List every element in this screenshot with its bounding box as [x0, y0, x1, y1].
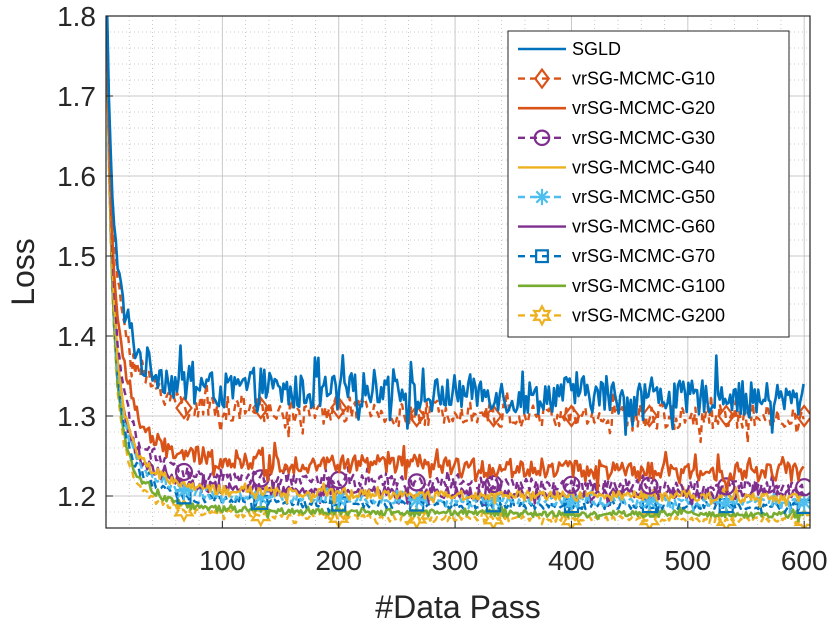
x-axis-label: #Data Pass [375, 589, 540, 625]
legend-label: vrSG-MCMC-G10 [572, 69, 715, 89]
x-tick-label: 400 [548, 545, 595, 576]
series-vrsg-mcmc-g40 [106, 40, 804, 509]
series-marker [407, 473, 426, 492]
y-axis-label: Loss [5, 238, 41, 306]
series-marker [407, 404, 426, 428]
series-line [106, 39, 805, 514]
series-marker [717, 404, 736, 428]
series-line [106, 47, 805, 523]
series-marker [484, 404, 503, 428]
series-marker [640, 492, 659, 511]
series-group [106, 16, 810, 528]
axis-ticks: 100 200 300 400 500 600 1.2 1.3 1.4 1.5 1.6 1.7 1.8 [57, 1, 827, 576]
series-line [106, 48, 805, 516]
legend-marker [533, 67, 551, 90]
x-tick-label: 600 [781, 545, 828, 576]
legend-entry: vrSG-MCMC-G100 [518, 276, 725, 296]
series-line [106, 28, 805, 501]
series-vrsg-mcmc-g100 [106, 47, 805, 523]
series-line [106, 24, 805, 492]
series-marker [795, 493, 810, 512]
series-marker [717, 493, 736, 512]
x-tick-label: 300 [432, 545, 479, 576]
legend-label: vrSG-MCMC-G40 [572, 157, 715, 177]
legend-entry: vrSG-MCMC-G60 [518, 217, 715, 237]
series-marker [329, 396, 348, 420]
legend-label: vrSG-MCMC-G60 [572, 217, 715, 237]
series-marker [795, 478, 810, 497]
series-marker [251, 488, 270, 507]
legend-label: vrSG-MCMC-G100 [572, 276, 725, 296]
legend: SGLD vrSG-MCMC-G10 vrSG-MCMC-G20 vrSG-MCMC-… [507, 30, 790, 338]
y-tick-label: 1.7 [57, 81, 96, 112]
y-tick-label: 1.8 [57, 1, 96, 32]
y-tick-label: 1.5 [57, 241, 96, 272]
series-marker [562, 475, 581, 494]
legend-entry: vrSG-MCMC-G30 [518, 128, 715, 148]
series-sgld [106, 16, 805, 436]
legend-entry: vrSG-MCMC-G20 [518, 98, 715, 118]
y-tick-label: 1.6 [57, 161, 96, 192]
x-tick-label: 200 [315, 545, 362, 576]
legend-marker [535, 249, 549, 264]
y-tick-label: 1.3 [57, 401, 96, 432]
series-marker [484, 474, 503, 494]
legend-entry: vrSG-MCMC-G200 [518, 304, 725, 327]
legend-label: vrSG-MCMC-G70 [572, 246, 715, 266]
legend-label: vrSG-MCMC-G200 [572, 305, 725, 325]
series-marker [175, 396, 193, 420]
legend-marker [533, 188, 551, 206]
series-marker [562, 404, 581, 428]
series-line [106, 19, 805, 444]
legend-label: SGLD [572, 39, 621, 59]
legend-entry: vrSG-MCMC-G40 [518, 157, 715, 177]
series-marker [174, 462, 194, 482]
series-marker [329, 490, 348, 509]
x-tick-label: 500 [664, 545, 711, 576]
legend-entry: vrSG-MCMC-G70 [518, 246, 715, 266]
y-tick-label: 1.4 [57, 321, 96, 352]
y-tick-label: 1.2 [57, 481, 96, 512]
legend-entry: vrSG-MCMC-G10 [518, 67, 715, 90]
series-marker [407, 491, 426, 509]
legend-label: vrSG-MCMC-G30 [572, 128, 715, 148]
legend-entry: SGLD [518, 39, 621, 59]
series-marker [174, 482, 193, 501]
series-marker [717, 477, 736, 496]
series-line [106, 40, 804, 509]
legend-label: vrSG-MCMC-G20 [572, 98, 715, 118]
legend-entry: vrSG-MCMC-G50 [518, 187, 715, 207]
legend-label: vrSG-MCMC-G50 [572, 187, 715, 207]
series-line [106, 56, 804, 527]
series-vrsg-mcmc-g20 [106, 24, 805, 492]
series-line [106, 16, 805, 436]
plot-frame [105, 15, 811, 529]
series-marker [562, 492, 581, 511]
legend-marker [533, 129, 551, 147]
x-tick-label: 100 [199, 545, 246, 576]
legend-marker [532, 304, 552, 327]
series-vrsg-mcmc-g30 [106, 28, 810, 501]
